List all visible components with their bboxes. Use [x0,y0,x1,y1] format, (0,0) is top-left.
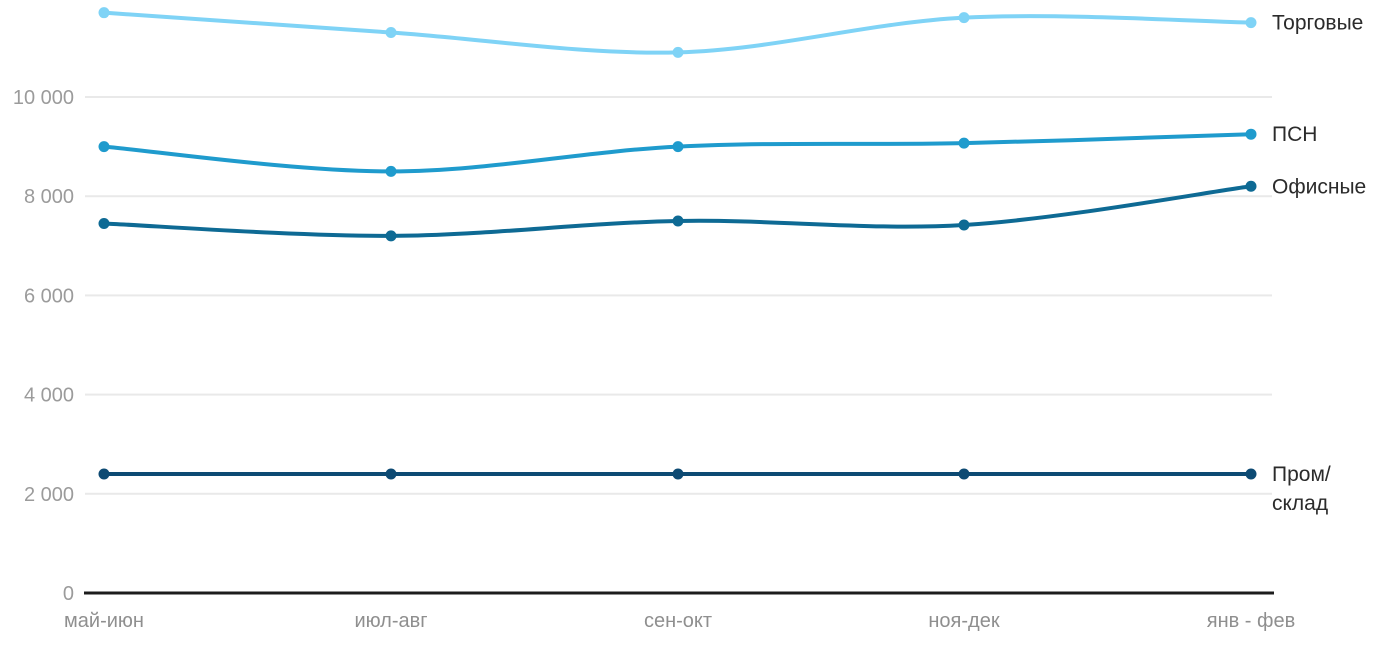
data-point[interactable] [958,12,970,24]
x-tick-label: июл-авг [354,610,427,632]
data-point[interactable] [385,165,397,177]
x-tick-label: май-июн [64,610,144,632]
data-point[interactable] [98,217,110,229]
series-ПСН: ПСН [98,123,1317,177]
series-line [102,10,1253,55]
data-point[interactable] [672,468,684,480]
data-point[interactable] [385,230,397,242]
y-tick-label: 6 000 [24,285,74,307]
x-tick-label: сен-окт [644,610,712,632]
series-end-label: Пром/склад [1272,463,1331,515]
data-point[interactable] [385,468,397,480]
data-point[interactable] [672,46,684,58]
data-point[interactable] [98,7,110,19]
y-tick-label: 8 000 [24,186,74,208]
series-line [102,184,1253,238]
data-point[interactable] [98,141,110,153]
series-Офисные: Офисные [98,175,1366,242]
data-point[interactable] [672,141,684,153]
series-Пром/склад: Пром/склад [98,463,1331,515]
data-point[interactable] [958,219,970,231]
series-end-label: Торговые [1272,12,1363,35]
series-end-label: ПСН [1272,123,1317,146]
x-tick-label: янв - фев [1207,610,1295,632]
data-point[interactable] [958,468,970,480]
data-point[interactable] [958,137,970,149]
y-tick-label: 0 [63,583,74,605]
series-Торговые: Торговые [98,7,1363,58]
y-tick-label: 4 000 [24,385,74,407]
data-point[interactable] [1245,128,1257,140]
y-tick-label: 2 000 [24,484,74,506]
data-point[interactable] [1245,17,1257,29]
data-point[interactable] [1245,180,1257,192]
data-point[interactable] [385,27,397,39]
x-tick-label: ноя-дек [928,610,999,632]
data-point[interactable] [98,468,110,480]
data-point[interactable] [1245,468,1257,480]
series-line [102,132,1253,174]
data-point[interactable] [672,215,684,227]
series-end-label: Офисные [1272,175,1366,198]
y-tick-label: 10 000 [13,87,74,109]
